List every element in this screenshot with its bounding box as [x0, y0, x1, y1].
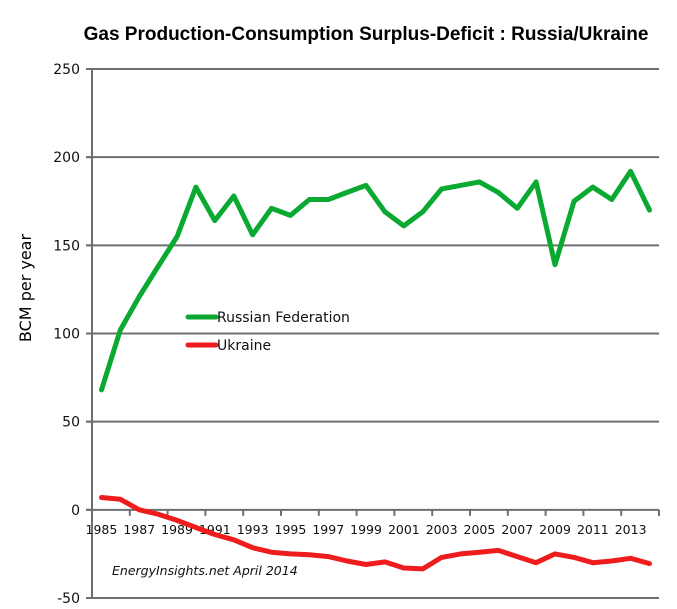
x-tick-label: 1987: [123, 522, 155, 537]
y-axis-label: BCM per year: [16, 234, 35, 343]
y-tick-label: 0: [71, 503, 80, 519]
legend: Russian Federation Ukraine: [185, 310, 350, 354]
x-tick-label: 1993: [237, 522, 269, 537]
y-tick-labels: -50 0 50 100 150 200 250: [53, 62, 80, 607]
y-tick-label: 100: [53, 327, 80, 343]
legend-label-ukraine: Ukraine: [217, 338, 271, 354]
x-tick-label: 2013: [615, 522, 647, 537]
x-tick-label: 2001: [388, 522, 420, 537]
chart-title: Gas Production-Consumption Surplus-Defic…: [84, 24, 649, 45]
x-tick-label: 1999: [350, 522, 382, 537]
series-line-ukraine: [99, 495, 652, 572]
x-tick-label: 2003: [426, 522, 458, 537]
series-lines: [99, 168, 652, 572]
y-tick-label: -50: [57, 591, 80, 607]
x-tick-labels: 1985 1987 1989 1991 1993 1995 1997 1999 2001 2003…: [86, 522, 647, 537]
y-tick-label: 150: [53, 238, 80, 254]
x-tick-label: 2007: [501, 522, 533, 537]
y-tick-label: 250: [53, 62, 80, 78]
source-annotation: EnergyInsights.net April 2014: [112, 563, 298, 578]
x-tick-label: 1995: [275, 522, 307, 537]
x-tick-label: 1985: [86, 522, 118, 537]
y-tick-label: 200: [53, 150, 80, 166]
y-tick-label: 50: [62, 415, 80, 431]
axes: [86, 68, 660, 599]
legend-label-russian-federation: Russian Federation: [217, 310, 350, 326]
x-tick-label: 2011: [577, 522, 609, 537]
series-line-russian-federation: [99, 168, 652, 393]
x-tick-label: 2009: [539, 522, 571, 537]
gridlines: [86, 68, 659, 599]
x-tick-label: 2005: [464, 522, 496, 537]
x-tick-label: 1997: [312, 522, 344, 537]
